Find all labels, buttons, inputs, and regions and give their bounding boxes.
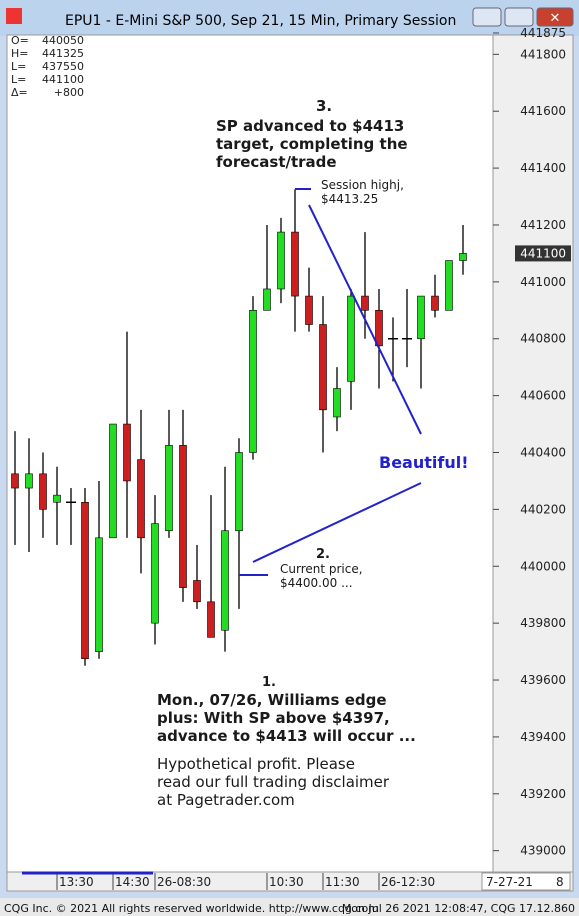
body [207, 601, 215, 638]
footer: Mon Jul 26 2021 12:08:47, CQG 17.12.860 [342, 902, 575, 915]
footer: CQG Inc. © 2021 All rights reserved worl… [4, 902, 379, 915]
annotation-text: SP advanced to $4413 [216, 117, 404, 135]
body [151, 523, 159, 624]
minimize-button[interactable] [472, 7, 502, 27]
ohlc-label: Δ= [11, 86, 28, 99]
trend-line [308, 204, 422, 435]
body [179, 445, 187, 588]
last-price-box [515, 245, 571, 262]
body [347, 295, 355, 382]
body [221, 530, 229, 631]
last-price-label: 441100 [520, 246, 566, 260]
annotation-text: plus: With SP above $4397, [157, 709, 390, 727]
body [333, 388, 341, 418]
body [305, 295, 313, 325]
x-tick-label: 11:30 [325, 875, 360, 889]
ohlc-value: 440050 [42, 34, 84, 47]
body [319, 324, 327, 411]
ohlc-value: +800 [54, 86, 84, 99]
body [53, 494, 61, 503]
annotation-text: $4400.00 ... [280, 576, 353, 590]
y-tick-label: 441200 [520, 218, 566, 232]
body [361, 295, 369, 311]
x-tick-label: 13:30 [59, 875, 94, 889]
body [459, 253, 467, 261]
close-button[interactable] [536, 7, 574, 27]
annotation-text: Session highj, [321, 178, 404, 192]
ohlc-label: L= [11, 60, 26, 73]
disclaimer: read our full trading disclaimer [157, 773, 390, 791]
disclaimer: at Pagetrader.com [157, 791, 295, 809]
y-tick-label: 441875 [520, 26, 566, 40]
window-title: EPU1 - E-Mini S&P 500, Sep 21, 15 Min, P… [65, 13, 456, 29]
y-tick-label: 440800 [520, 332, 566, 346]
annotation-text: Mon., 07/26, Williams edge [157, 691, 387, 709]
status-bar [0, 898, 579, 916]
ohlc-value: 441100 [42, 73, 84, 86]
page-label: 8 [556, 875, 564, 889]
y-tick-label: 439000 [520, 844, 566, 858]
body [109, 423, 117, 539]
body [165, 445, 173, 532]
y-tick-label: 439800 [520, 616, 566, 630]
trend-line [252, 482, 422, 563]
ohlc-value: 437550 [42, 60, 84, 73]
y-tick-label: 440000 [520, 559, 566, 573]
annotation-text: forecast/trade [216, 153, 337, 171]
body [249, 309, 257, 453]
annotation-text: $4413.25 [321, 192, 378, 206]
y-tick-label: 439400 [520, 730, 566, 744]
y-tick-label: 441600 [520, 104, 566, 118]
annotation-number: 3. [316, 97, 332, 115]
date-label: 7-27-21 [486, 875, 533, 889]
maximize-button[interactable] [504, 7, 534, 27]
y-tick-label: 439600 [520, 673, 566, 687]
annotation-lines [22, 188, 422, 875]
date-box [481, 872, 571, 891]
body [137, 459, 145, 539]
body [25, 473, 33, 489]
annotation-text: advance to $4413 will occur ... [157, 727, 416, 745]
body [375, 309, 383, 347]
y-tick-label: 440600 [520, 389, 566, 403]
body [431, 295, 439, 311]
disclaimer: Hypothetical profit. Please [157, 755, 355, 773]
body [235, 452, 243, 532]
body [123, 423, 131, 482]
annotation-text: Current price, [280, 562, 363, 576]
chart: O= 440050 H= 441325 L= 437550 L= 441100 Δ= +800 43… [11, 26, 571, 890]
annotation-number: 2. [316, 547, 330, 562]
x-tick-label: 26-08:30 [157, 875, 211, 889]
body [81, 501, 89, 659]
body [95, 537, 103, 652]
ohlc-label: H= [11, 47, 29, 60]
x-tick-label: 14:30 [115, 875, 150, 889]
body [277, 231, 285, 290]
annotation-text: target, completing the [216, 135, 408, 153]
y-tick-label: 441800 [520, 47, 566, 61]
x-tick-label: 26-12:30 [381, 875, 435, 889]
app-icon [6, 8, 22, 24]
y-tick-label: 441400 [520, 161, 566, 175]
y-tick-label: 439200 [520, 787, 566, 801]
x-tick-label: 10:30 [269, 875, 304, 889]
body [193, 580, 201, 603]
body [291, 231, 299, 297]
ohlc-label: L= [11, 73, 26, 86]
body [11, 473, 19, 489]
y-tick-label: 440400 [520, 446, 566, 460]
y-tick-label: 441000 [520, 275, 566, 289]
ohlc-value: 441325 [42, 47, 84, 60]
close-icon: ✕ [550, 11, 561, 26]
body [445, 260, 453, 311]
y-tick-label: 440200 [520, 502, 566, 516]
body [417, 295, 425, 340]
annotation-text: Beautiful! [379, 453, 469, 472]
ohlc-label: O= [11, 34, 29, 47]
body [39, 473, 47, 510]
annotation-number: 1. [262, 675, 276, 690]
time-axis [6, 871, 574, 892]
body [263, 288, 271, 311]
